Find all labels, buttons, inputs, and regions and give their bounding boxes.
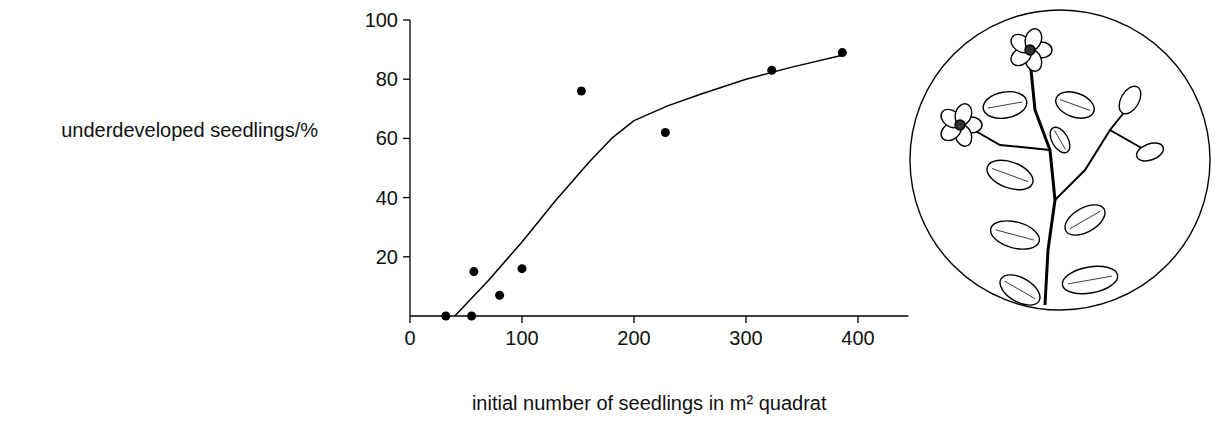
illustration-frame	[910, 10, 1210, 310]
y-axis	[409, 20, 410, 316]
x-tick-label: 300	[729, 327, 762, 349]
leaf	[1060, 262, 1120, 297]
point	[518, 264, 527, 273]
y-tick-label: 100	[365, 9, 398, 31]
bud	[1134, 140, 1166, 165]
x-tick-label: 100	[505, 327, 538, 349]
y-axis-title: underdeveloped seedlings/%	[61, 119, 318, 141]
y-tick-label: 40	[376, 187, 398, 209]
leaf-vein	[1070, 211, 1100, 229]
plot-area	[441, 48, 846, 320]
x-axis	[410, 315, 908, 316]
y-tick	[403, 197, 410, 198]
x-tick	[521, 316, 522, 323]
stem	[1110, 130, 1145, 150]
x-tick	[409, 316, 410, 323]
chart: 20 40 60 80 100 0 100 200 300 400 underdeveloped s…	[0, 0, 1221, 429]
leaf	[983, 155, 1037, 196]
y-tick-label: 80	[376, 68, 398, 90]
x-tick-label: 200	[617, 327, 650, 349]
trend-line	[455, 56, 841, 316]
leaf-vein	[1060, 100, 1090, 111]
x-axis-title: initial number of seedlings in m² quadra…	[472, 392, 827, 414]
point	[661, 128, 670, 137]
point	[577, 87, 586, 96]
leaf	[987, 216, 1042, 254]
point	[441, 312, 450, 321]
stem	[1030, 60, 1055, 305]
y-tick	[403, 256, 410, 257]
x-tick-label: 0	[404, 327, 415, 349]
y-tick	[403, 138, 410, 139]
leaf-vein	[988, 102, 1023, 108]
bud	[1115, 83, 1146, 118]
x-tick	[857, 316, 858, 323]
leaf	[1060, 199, 1110, 242]
flower-centre	[1025, 45, 1035, 55]
leaf-vein	[1054, 130, 1065, 149]
leaf	[995, 269, 1045, 312]
leaf-vein	[1068, 276, 1112, 284]
leaf	[1052, 87, 1098, 123]
point	[495, 291, 504, 300]
plant-illustration	[910, 10, 1210, 311]
leaf-vein	[992, 168, 1028, 181]
leaf	[981, 88, 1029, 121]
x-tick-label: 400	[841, 327, 874, 349]
x-tick	[745, 316, 746, 323]
y-tick-label: 20	[376, 246, 398, 268]
y-tick	[403, 79, 410, 80]
point	[467, 312, 476, 321]
leaf	[1046, 124, 1074, 156]
x-tick	[633, 316, 634, 323]
leaf-vein	[1005, 281, 1035, 299]
point	[469, 267, 478, 276]
y-tick-label: 60	[376, 127, 398, 149]
leaf-vein	[996, 230, 1035, 240]
flower-centre	[955, 120, 965, 130]
y-tick	[403, 19, 410, 20]
